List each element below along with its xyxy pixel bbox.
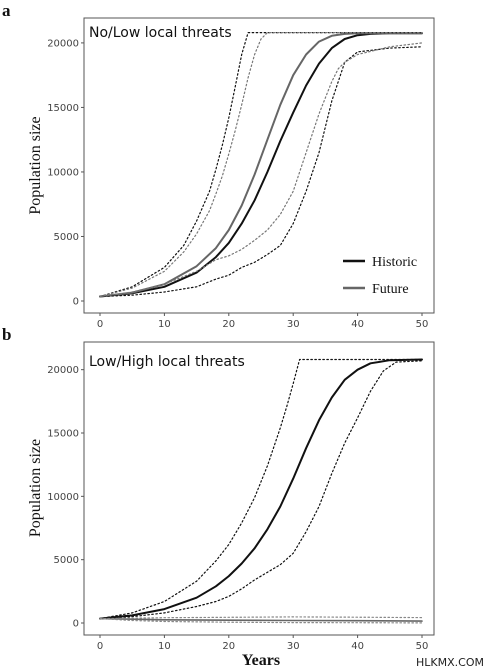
panel-a-y-axis-title: Population size xyxy=(27,116,44,214)
panel-b-line-series-5 xyxy=(99,616,423,620)
panel-b-x-tick-label: 30 xyxy=(287,641,300,652)
panel-b-y-tick-label: 15000 xyxy=(47,429,79,440)
panel-a: a No/Low local threats Population size 0… xyxy=(2,1,435,330)
panel-a-x-tick-label: 10 xyxy=(158,319,171,330)
panel-b-line-series-4 xyxy=(99,617,423,622)
panel-b-x-axis-title: Years xyxy=(242,652,280,669)
panel-a-line-future xyxy=(99,32,423,298)
panel-a-y-tick-label: 5000 xyxy=(54,232,79,243)
panel-a-title: No/Low local threats xyxy=(89,25,232,41)
panel-b-x-tick-label: 20 xyxy=(222,641,235,652)
panel-a-x-tick-label: 20 xyxy=(222,319,235,330)
legend: Historic Future xyxy=(343,255,417,297)
panel-a-x-tick-label: 50 xyxy=(416,319,429,330)
panel-b-title: Low/High local threats xyxy=(89,354,245,370)
panel-a-line-series-5 xyxy=(99,42,423,298)
panel-a-x-ticks: 0 10 20 30 40 50 xyxy=(97,313,429,330)
panel-a-x-tick-label: 0 xyxy=(97,319,103,330)
panel-b-y-tick-label: 10000 xyxy=(47,492,79,503)
panel-b-y-tick-label: 0 xyxy=(73,619,79,630)
panel-b: b Low/High local threats Population size… xyxy=(2,325,435,669)
legend-historic-label: Historic xyxy=(372,255,417,270)
panel-a-line-historic xyxy=(99,32,423,298)
panel-a-y-tick-label: 0 xyxy=(73,297,79,308)
panel-b-y-tick-label: 5000 xyxy=(54,555,79,566)
panel-b-y-axis-title: Population size xyxy=(27,439,44,537)
panel-b-x-ticks: 0 10 20 30 40 50 xyxy=(97,635,429,652)
panel-a-line-series-6 xyxy=(99,31,423,298)
panel-b-x-tick-label: 10 xyxy=(158,641,171,652)
panel-b-series-group xyxy=(99,358,423,624)
panel-b-y-tick-label: 20000 xyxy=(47,365,79,376)
legend-future-label: Future xyxy=(372,282,409,297)
panel-a-letter: a xyxy=(2,1,11,20)
panel-a-y-tick-label: 20000 xyxy=(47,38,79,49)
panel-b-frame xyxy=(83,341,435,636)
panel-a-x-tick-label: 30 xyxy=(287,319,300,330)
watermark-text: HLKMX.COM xyxy=(416,656,484,669)
panel-b-x-tick-label: 0 xyxy=(97,641,103,652)
panel-b-line-series-2 xyxy=(99,358,423,620)
panel-a-y-tick-label: 10000 xyxy=(47,167,79,178)
panel-b-x-tick-label: 40 xyxy=(351,641,364,652)
panel-a-x-tick-label: 40 xyxy=(351,319,364,330)
panel-a-series-group xyxy=(99,31,423,298)
panel-b-line-series-6 xyxy=(99,617,423,624)
panel-b-y-ticks: 0 5000 10000 15000 20000 xyxy=(47,365,84,630)
panel-b-line-series-1 xyxy=(99,358,423,620)
panel-a-y-ticks: 0 5000 10000 15000 20000 xyxy=(47,38,84,308)
panel-b-letter: b xyxy=(2,325,11,344)
panel-a-y-tick-label: 15000 xyxy=(47,103,79,114)
panel-a-frame xyxy=(83,17,435,314)
panel-b-line-series-3 xyxy=(99,360,423,620)
panel-b-x-tick-label: 50 xyxy=(416,641,429,652)
